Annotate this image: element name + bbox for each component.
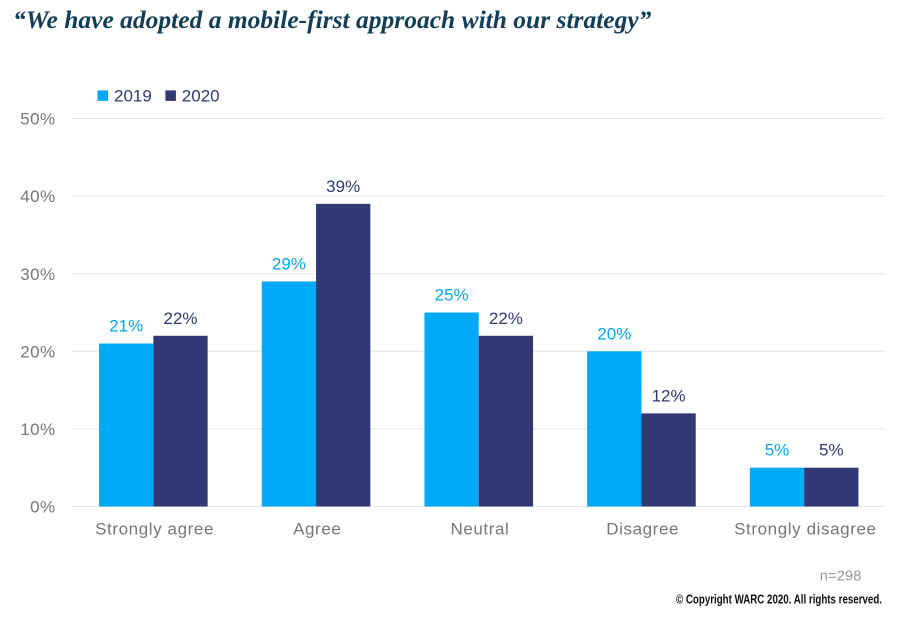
svg-text:30%: 30% <box>20 265 55 284</box>
svg-text:5%: 5% <box>765 441 790 460</box>
svg-text:Agree: Agree <box>293 519 341 538</box>
svg-text:22%: 22% <box>489 309 523 328</box>
svg-text:29%: 29% <box>272 254 306 273</box>
svg-text:Strongly agree: Strongly agree <box>95 519 214 538</box>
svg-text:Strongly disagree: Strongly disagree <box>734 519 877 538</box>
svg-text:21%: 21% <box>109 317 143 336</box>
svg-text:Disagree: Disagree <box>606 519 679 538</box>
svg-text:50%: 50% <box>20 110 55 129</box>
svg-text:5%: 5% <box>819 441 844 460</box>
svg-text:25%: 25% <box>435 286 469 305</box>
svg-text:20%: 20% <box>597 324 631 343</box>
svg-text:Neutral: Neutral <box>450 519 509 538</box>
svg-text:20%: 20% <box>20 342 55 361</box>
svg-text:“We have adopted a mobile-firs: “We have adopted a mobile-first approach… <box>13 5 652 34</box>
svg-text:0%: 0% <box>30 498 55 517</box>
svg-text:2019: 2019 <box>114 86 152 105</box>
svg-text:22%: 22% <box>163 309 197 328</box>
svg-text:10%: 10% <box>20 420 55 439</box>
svg-text:© Copyright WARC 2020. All rig: © Copyright WARC 2020. All rights reserv… <box>676 592 882 607</box>
svg-text:n=298: n=298 <box>820 569 862 585</box>
svg-text:39%: 39% <box>326 177 360 196</box>
svg-text:12%: 12% <box>652 386 686 405</box>
svg-text:40%: 40% <box>20 187 55 206</box>
svg-text:2020: 2020 <box>182 86 220 105</box>
